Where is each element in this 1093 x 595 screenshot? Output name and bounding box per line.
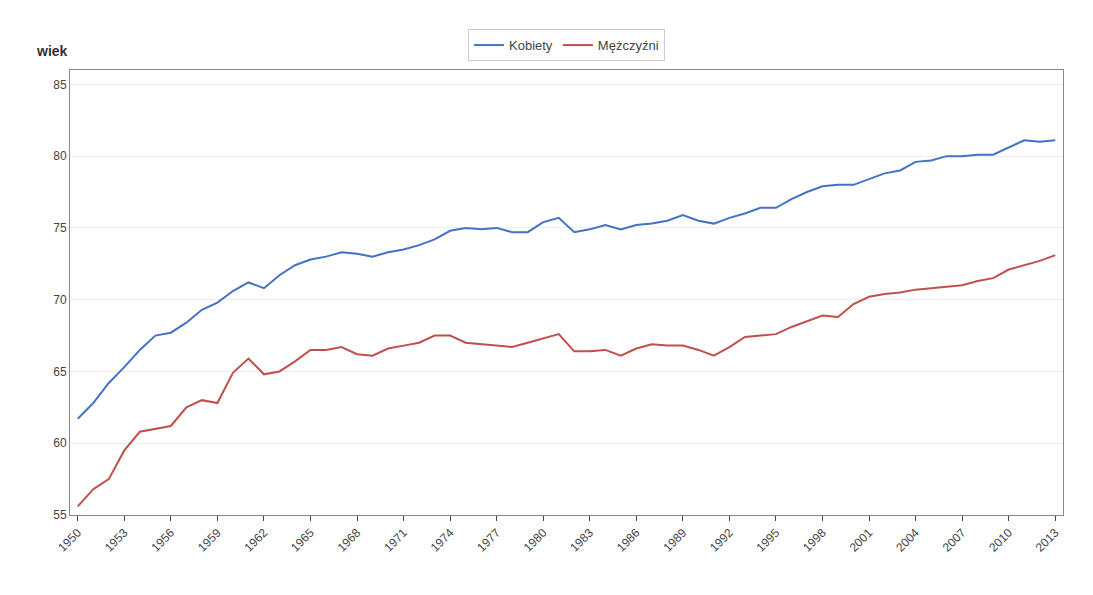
svg-text:1980: 1980 — [521, 526, 550, 555]
svg-text:2013: 2013 — [1033, 526, 1062, 555]
svg-text:Kobiety: Kobiety — [509, 38, 553, 53]
svg-text:1983: 1983 — [567, 526, 596, 555]
svg-text:55: 55 — [53, 508, 67, 522]
svg-text:1962: 1962 — [242, 526, 271, 555]
svg-text:1950: 1950 — [55, 526, 84, 555]
svg-text:1986: 1986 — [614, 526, 643, 555]
svg-text:1977: 1977 — [474, 526, 503, 555]
svg-text:65: 65 — [53, 365, 67, 379]
svg-text:1956: 1956 — [148, 526, 177, 555]
svg-text:1959: 1959 — [195, 526, 224, 555]
svg-text:60: 60 — [53, 436, 67, 450]
svg-text:75: 75 — [53, 221, 67, 235]
svg-text:1971: 1971 — [381, 526, 410, 555]
svg-text:1989: 1989 — [660, 526, 689, 555]
svg-text:1992: 1992 — [707, 526, 736, 555]
svg-text:1968: 1968 — [335, 526, 364, 555]
svg-text:wiek: wiek — [36, 43, 68, 59]
svg-text:1974: 1974 — [428, 526, 457, 555]
svg-text:2010: 2010 — [986, 526, 1015, 555]
svg-text:2007: 2007 — [940, 526, 969, 555]
svg-text:Mężczyźni: Mężczyźni — [598, 38, 659, 53]
svg-text:1953: 1953 — [102, 526, 131, 555]
svg-text:80: 80 — [53, 149, 67, 163]
svg-text:2001: 2001 — [847, 526, 876, 555]
svg-text:1965: 1965 — [288, 526, 317, 555]
svg-text:1998: 1998 — [800, 526, 829, 555]
svg-text:2004: 2004 — [893, 526, 922, 555]
svg-text:70: 70 — [53, 293, 67, 307]
svg-text:85: 85 — [53, 78, 67, 92]
svg-text:1995: 1995 — [754, 526, 783, 555]
